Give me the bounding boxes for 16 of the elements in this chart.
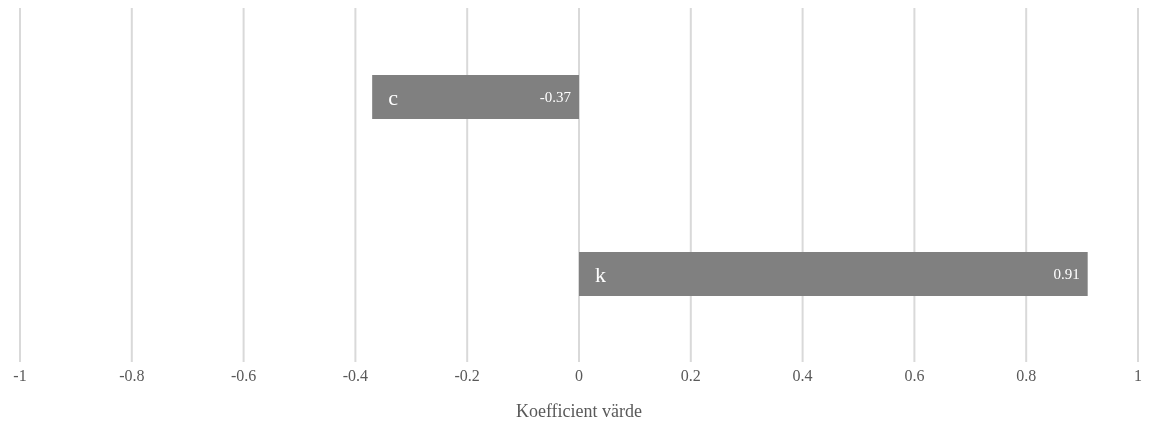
x-tick-label: -1: [13, 367, 27, 385]
x-tick-label: 1: [1134, 367, 1142, 385]
x-tick-label: 0.4: [792, 367, 813, 385]
y-tick-label: k: [595, 261, 606, 287]
x-tick-label: -0.4: [342, 367, 369, 385]
x-tick-label: -0.2: [454, 367, 480, 385]
x-tick-label: 0.8: [1016, 367, 1037, 385]
x-axis-title: Koefficient värde: [515, 400, 643, 421]
y-tick-label: c: [388, 84, 399, 110]
x-tick-label: -0.8: [119, 367, 145, 385]
data-label: 0.91: [1053, 266, 1080, 283]
data-label: -0.37: [539, 89, 572, 106]
x-tick-label: 0.6: [904, 367, 925, 385]
x-tick-label: -0.6: [230, 367, 257, 385]
x-tick-label: 0.2: [680, 367, 701, 385]
x-tick-label: 0: [575, 367, 583, 385]
